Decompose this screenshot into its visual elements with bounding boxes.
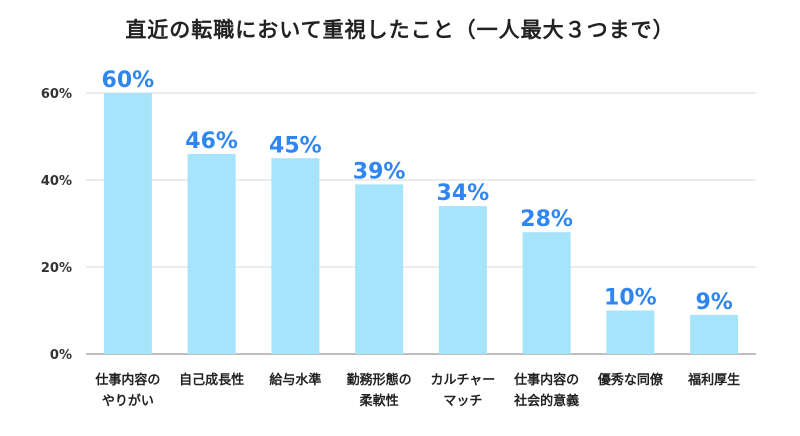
bar xyxy=(606,310,655,354)
data-labels: 60% 46% 45% 39% 34% 28% 10% 9% xyxy=(102,68,733,315)
category-label: 福利厚生 xyxy=(687,372,740,388)
category-label: 仕事内容のやりがい xyxy=(94,372,160,409)
data-label: 28% xyxy=(520,207,573,232)
bar xyxy=(271,158,320,354)
y-tick-label: 20% xyxy=(41,261,72,276)
data-label: 39% xyxy=(353,159,406,184)
category-label: 優秀な同僚 xyxy=(597,372,664,388)
category-label: 自己成長性 xyxy=(179,372,244,388)
data-label: 34% xyxy=(437,181,490,206)
category-label: 仕事内容の社会的意義 xyxy=(513,372,579,409)
bars xyxy=(103,93,739,354)
data-label: 9% xyxy=(695,290,732,315)
bar xyxy=(438,206,487,354)
bar xyxy=(187,153,236,354)
bar xyxy=(522,232,571,354)
category-label: 給与水準 xyxy=(269,372,321,388)
data-label: 60% xyxy=(102,68,155,93)
y-tick-label: 60% xyxy=(41,87,72,102)
bar xyxy=(690,314,739,354)
category-label: 勤務形態の柔軟性 xyxy=(347,372,412,409)
bar xyxy=(355,184,404,354)
y-tick-label: 40% xyxy=(41,174,72,189)
data-label: 45% xyxy=(269,133,322,158)
y-tick-label: 0% xyxy=(50,348,72,363)
category-label: カルチャーマッチ xyxy=(430,373,495,409)
x-axis-categories: 仕事内容のやりがい 自己成長性 給与水準 勤務形態の柔軟性カルチャーマッチ仕事内容の社… xyxy=(94,372,740,409)
y-axis-ticks: 0% 20% 40% 60% xyxy=(41,87,72,363)
data-label: 46% xyxy=(185,129,238,154)
bar xyxy=(103,93,152,354)
chart-title: 直近の転職において重視したこと（一人最大３つまで） xyxy=(125,18,675,42)
data-label: 10% xyxy=(604,286,657,311)
